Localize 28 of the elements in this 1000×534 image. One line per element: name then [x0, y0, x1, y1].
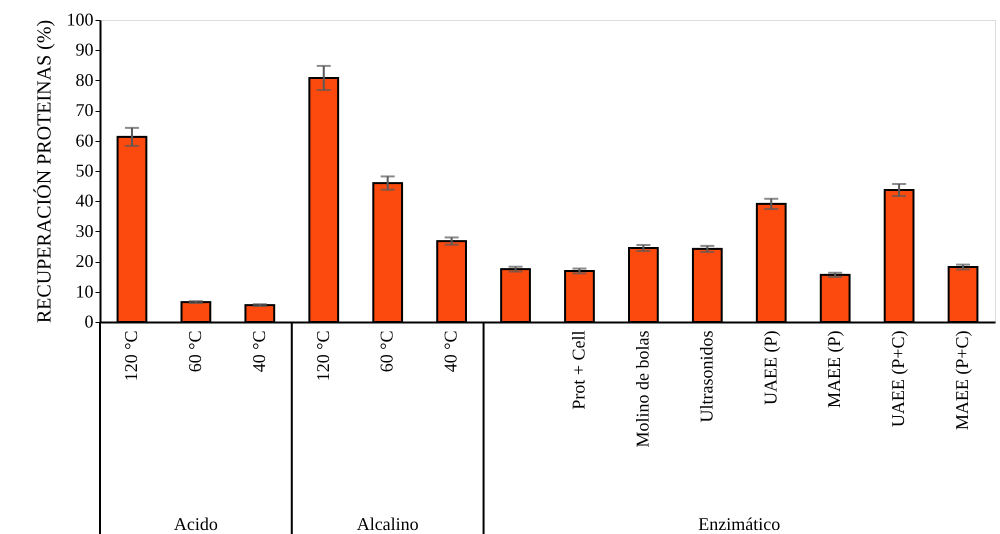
y-tick-label: 10 — [76, 281, 94, 302]
text: Alcalino — [356, 514, 419, 534]
x-tick-label: 60 °C — [376, 330, 397, 372]
x-tick-label: 40 °C — [440, 330, 461, 372]
y-tick-label: 30 — [76, 220, 94, 241]
x-tick-label: 120 °C — [120, 330, 141, 382]
y-tick-label: 70 — [76, 100, 94, 120]
x-tick-label: Molino de bolas — [632, 330, 652, 448]
y-tick-label: 80 — [76, 70, 94, 90]
y-tick-label: 60 — [76, 130, 94, 150]
x-tick-label: UAEE (P) — [760, 330, 780, 405]
x-tick-label: MAEE (P+C) — [952, 330, 972, 430]
y-axis-title: RECUPERACIÓN PROTEINAS (%) — [32, 20, 56, 324]
y-tick-label: 40 — [76, 190, 94, 211]
x-tick-label: Ultrasonidos — [696, 330, 716, 422]
x-tick-label: MAEE (P) — [824, 330, 844, 408]
text: Acido — [174, 514, 218, 534]
x-tick-label: UAEE (P+C) — [888, 330, 908, 428]
x-tick-label: 40 °C — [248, 330, 269, 372]
x-tick-label: 60 °C — [184, 330, 205, 372]
y-tick-label: 100 — [66, 10, 94, 30]
y-tick-label: 50 — [76, 160, 94, 180]
x-tick-label: Prot + Cell — [568, 330, 588, 410]
text: Enzimático — [698, 514, 780, 534]
x-tick-label: 120 °C — [312, 330, 333, 382]
y-tick-label: 20 — [76, 251, 94, 272]
y-tick-label: 0 — [84, 312, 94, 332]
y-tick-label: 90 — [76, 40, 94, 60]
